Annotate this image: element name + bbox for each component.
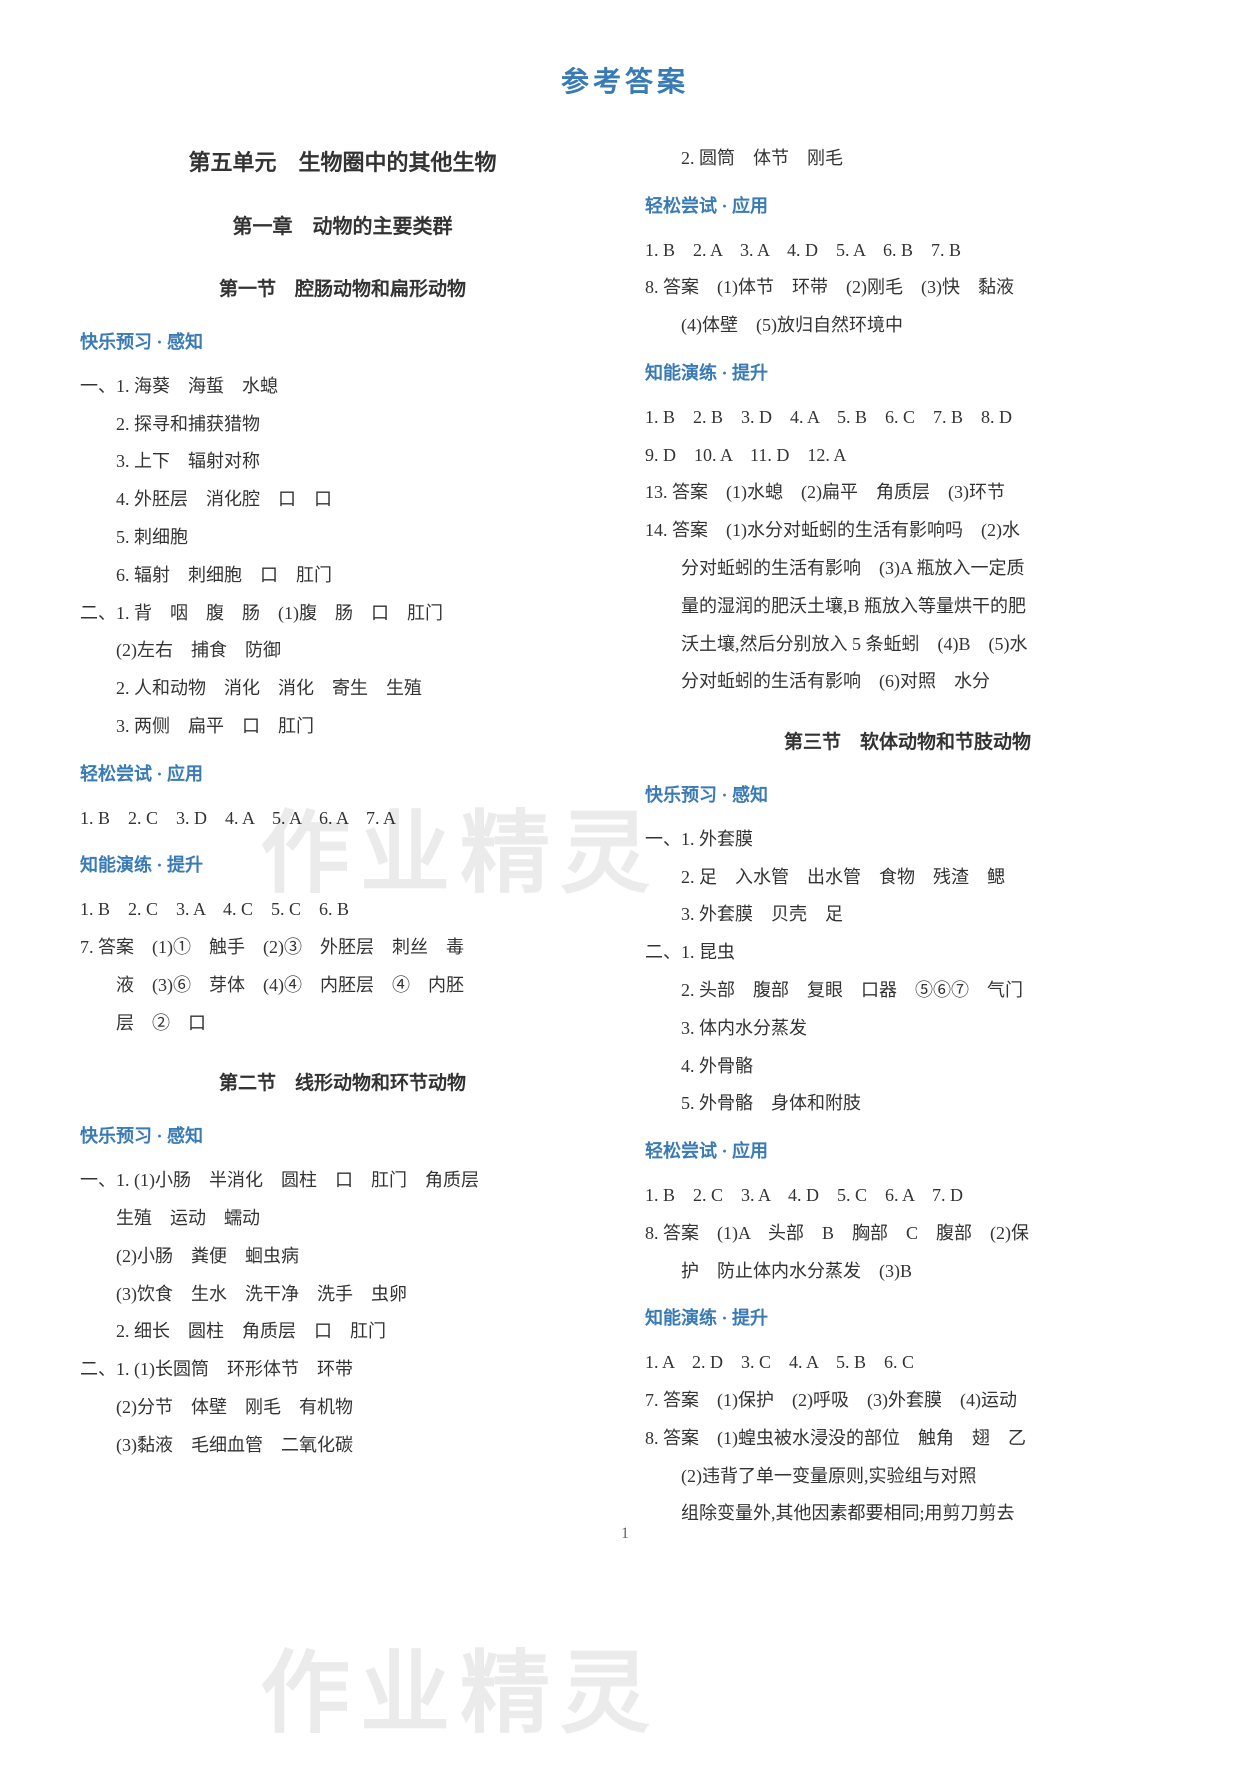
text-line: (4)体壁 (5)放归自然环境中 (681, 307, 1170, 345)
text-line: 6. 辐射 刺细胞 口 肛门 (116, 557, 605, 595)
text-line: 2. 细长 圆柱 角质层 口 肛门 (116, 1313, 605, 1351)
exercise-header: 知能演练 · 提升 (80, 847, 605, 885)
text-line: (3)饮食 生水 洗干净 洗手 虫卵 (116, 1276, 605, 1314)
text-line: 8. 答案 (1)蝗虫被水浸没的部位 触角 翅 乙 (645, 1420, 1170, 1458)
text-line: 3. 上下 辐射对称 (116, 443, 605, 481)
text-line: 2. 人和动物 消化 消化 寄生 生殖 (116, 670, 605, 708)
text-line: 二、1. 背 咽 腹 肠 (1)腹 肠 口 肛门 (80, 595, 605, 633)
text-line: 1. A 2. D 3. C 4. A 5. B 6. C (645, 1344, 1170, 1382)
text-line: 二、1. (1)长圆筒 环形体节 环带 (80, 1351, 605, 1389)
section2-title: 第二节 线形动物和环节动物 (80, 1064, 605, 1104)
page-title: 参考答案 (80, 60, 1170, 100)
text-line: 3. 外套膜 贝壳 足 (681, 896, 1170, 934)
text-line: 一、1. 外套膜 (645, 821, 1170, 859)
practice-header: 轻松尝试 · 应用 (645, 188, 1170, 226)
text-line: 3. 两侧 扁平 口 肛门 (116, 708, 605, 746)
text-line: 液 (3)⑥ 芽体 (4)④ 内胚层 ④ 内胚 (116, 967, 605, 1005)
text-line: (2)小肠 粪便 蛔虫病 (116, 1238, 605, 1276)
text-line: 4. 外胚层 消化腔 口 口 (116, 481, 605, 519)
section1-title: 第一节 腔肠动物和扁形动物 (80, 270, 605, 310)
text-line: 层 ② 口 (116, 1005, 605, 1043)
text-line: (2)分节 体壁 刚毛 有机物 (116, 1389, 605, 1427)
preview-header: 快乐预习 · 感知 (80, 324, 605, 362)
exercise-header: 知能演练 · 提升 (645, 1300, 1170, 1338)
text-line: 一、1. (1)小肠 半消化 圆柱 口 肛门 角质层 (80, 1162, 605, 1200)
text-line: 组除变量外,其他因素都要相同;用剪刀剪去 (681, 1495, 1170, 1533)
text-line: 5. 刺细胞 (116, 519, 605, 557)
text-line: 8. 答案 (1)A 头部 B 胸部 C 腹部 (2)保 (645, 1215, 1170, 1253)
text-line: 7. 答案 (1)保护 (2)呼吸 (3)外套膜 (4)运动 (645, 1382, 1170, 1420)
text-line: 2. 头部 腹部 复眼 口器 ⑤⑥⑦ 气门 (681, 972, 1170, 1010)
text-line: 分对蚯蚓的生活有影响 (3)A 瓶放入一定质 (681, 550, 1170, 588)
text-line: 1. B 2. C 3. D 4. A 5. A 6. A 7. A (80, 800, 605, 838)
text-line: 2. 探寻和捕获猎物 (116, 406, 605, 444)
content-columns: 第五单元 生物圈中的其他生物 第一章 动物的主要类群 第一节 腔肠动物和扁形动物… (80, 140, 1170, 1533)
text-line: (2)左右 捕食 防御 (116, 632, 605, 670)
text-line: 9. D 10. A 11. D 12. A (645, 437, 1170, 475)
text-line: (2)违背了单一变量原则,实验组与对照 (681, 1458, 1170, 1496)
text-line: 13. 答案 (1)水螅 (2)扁平 角质层 (3)环节 (645, 474, 1170, 512)
text-line: 5. 外骨骼 身体和附肢 (681, 1085, 1170, 1123)
exercise-header: 知能演练 · 提升 (645, 355, 1170, 393)
section3-title: 第三节 软体动物和节肢动物 (645, 723, 1170, 763)
practice-header: 轻松尝试 · 应用 (80, 756, 605, 794)
unit-title: 第五单元 生物圈中的其他生物 (80, 140, 605, 186)
left-column: 第五单元 生物圈中的其他生物 第一章 动物的主要类群 第一节 腔肠动物和扁形动物… (80, 140, 605, 1533)
text-line: 1. B 2. B 3. D 4. A 5. B 6. C 7. B 8. D (645, 399, 1170, 437)
text-line: 沃土壤,然后分别放入 5 条蚯蚓 (4)B (5)水 (681, 626, 1170, 664)
text-line: 1. B 2. C 3. A 4. C 5. C 6. B (80, 891, 605, 929)
text-line: 量的湿润的肥沃土壤,B 瓶放入等量烘干的肥 (681, 588, 1170, 626)
text-line: 1. B 2. C 3. A 4. D 5. C 6. A 7. D (645, 1177, 1170, 1215)
preview-header: 快乐预习 · 感知 (80, 1118, 605, 1156)
text-line: 一、1. 海葵 海蜇 水螅 (80, 368, 605, 406)
text-line: 生殖 运动 蠕动 (116, 1200, 605, 1238)
text-line: 护 防止体内水分蒸发 (3)B (681, 1253, 1170, 1291)
chapter-title: 第一章 动物的主要类群 (80, 206, 605, 248)
text-line: 4. 外骨骼 (681, 1048, 1170, 1086)
right-column: 2. 圆筒 体节 刚毛 轻松尝试 · 应用 1. B 2. A 3. A 4. … (645, 140, 1170, 1533)
text-line: 分对蚯蚓的生活有影响 (6)对照 水分 (681, 663, 1170, 701)
text-line: 7. 答案 (1)① 触手 (2)③ 外胚层 刺丝 毒 (80, 929, 605, 967)
text-line: 8. 答案 (1)体节 环带 (2)刚毛 (3)快 黏液 (645, 269, 1170, 307)
text-line: 2. 圆筒 体节 刚毛 (681, 140, 1170, 178)
text-line: (3)黏液 毛细血管 二氧化碳 (116, 1427, 605, 1465)
text-line: 2. 足 入水管 出水管 食物 残渣 鳃 (681, 859, 1170, 897)
practice-header: 轻松尝试 · 应用 (645, 1133, 1170, 1171)
text-line: 二、1. 昆虫 (645, 934, 1170, 972)
text-line: 14. 答案 (1)水分对蚯蚓的生活有影响吗 (2)水 (645, 512, 1170, 550)
text-line: 1. B 2. A 3. A 4. D 5. A 6. B 7. B (645, 232, 1170, 270)
text-line: 3. 体内水分蒸发 (681, 1010, 1170, 1048)
watermark: 作业精灵 (260, 1620, 660, 1750)
page-number: 1 (621, 1525, 629, 1543)
preview-header: 快乐预习 · 感知 (645, 777, 1170, 815)
